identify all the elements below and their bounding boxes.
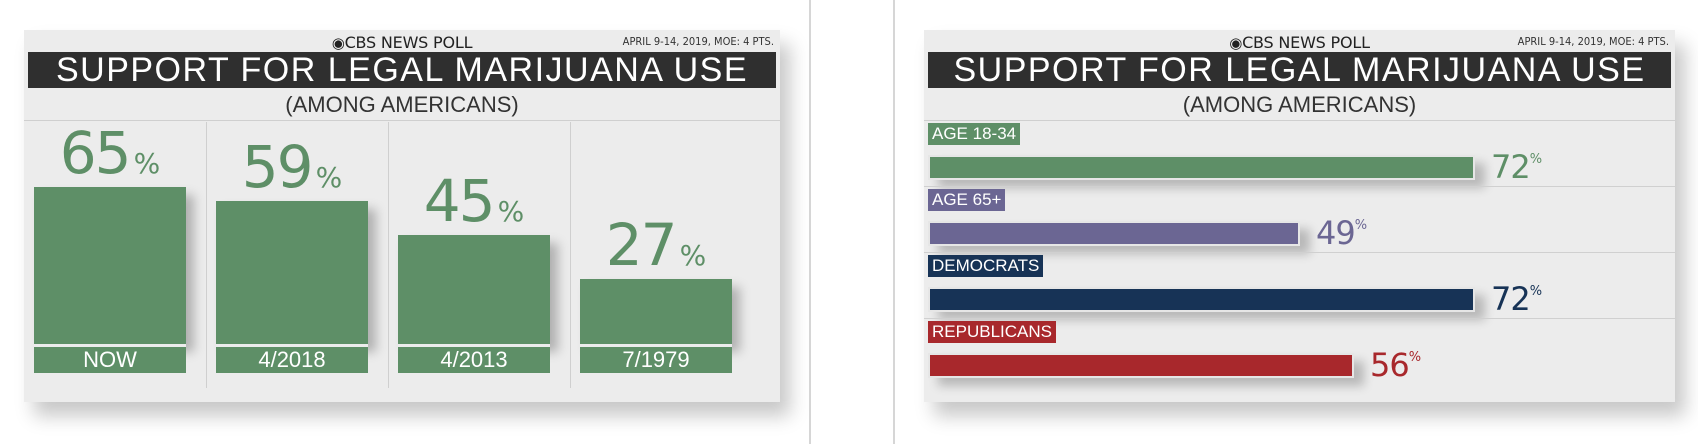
poll-dateline: APRIL 9-14, 2019, MOE: 4 PTS. [622,35,774,48]
category-label-4-2018: 4/2018 [216,344,368,373]
category-tag-age-65: AGE 65+ [928,189,1006,211]
bar-democrats [928,287,1475,312]
column-separator [206,122,207,388]
value-number: 72 [1491,148,1531,186]
value-number: 72 [1491,280,1531,318]
brand-name: CBS NEWS POLL [344,33,473,52]
panel-divider-left [809,0,811,444]
value-number: 59 [241,133,314,201]
bar-4-2013 [398,235,550,344]
brand-logo: ◉CBS NEWS POLL [24,33,780,52]
row-separator [924,252,1675,253]
value-label-now: 65% [34,119,186,187]
category-tag-age-18-34: AGE 18-34 [928,123,1021,145]
chart-title: SUPPORT FOR LEGAL MARIJUANA USE [28,52,776,88]
value-label-7-1979: 27% [580,211,732,279]
percent-sign: % [1408,350,1422,365]
percent-sign: % [1529,152,1543,167]
brand-logo: ◉CBS NEWS POLL [924,33,1675,52]
category-tag-democrats: DEMOCRATS [928,255,1044,277]
brand-name: CBS NEWS POLL [1242,33,1370,52]
value-number: 56 [1370,346,1410,384]
column-chart-card: ◉CBS NEWS POLL APRIL 9-14, 2019, MOE: 4 … [24,30,780,402]
percent-sign: % [133,147,161,180]
chart-subtitle: (AMONG AMERICANS) [24,90,780,121]
value-label-4-2013: 45% [398,167,550,235]
value-label-republicans: 56% [1370,346,1421,384]
panel-divider-right [893,0,895,444]
chart-title: SUPPORT FOR LEGAL MARIJUANA USE [928,52,1671,88]
bar-age-65 [928,221,1300,246]
value-label-4-2018: 59% [216,133,368,201]
category-label-now: NOW [34,344,186,373]
category-label-4-2013: 4/2013 [398,344,550,373]
bar-now [34,187,186,344]
percent-sign: % [315,161,343,194]
bar-4-2018 [216,201,368,344]
column-separator [388,122,389,388]
row-separator [924,186,1675,187]
value-label-age-18-34: 72% [1491,148,1542,186]
value-label-age-65: 49% [1316,214,1367,252]
column-separator [570,122,571,388]
bar-republicans [928,353,1354,378]
category-tag-republicans: REPUBLICANS [928,321,1056,343]
cbs-eye-icon: ◉ [1229,34,1243,52]
percent-sign: % [1354,218,1368,233]
chart-header: ◉CBS NEWS POLL APRIL 9-14, 2019, MOE: 4 … [24,30,780,52]
bar-age-18-34 [928,155,1475,180]
value-label-democrats: 72% [1491,280,1542,318]
value-number: 49 [1316,214,1356,252]
value-number: 65 [59,119,132,187]
chart-header: ◉CBS NEWS POLL APRIL 9-14, 2019, MOE: 4 … [924,30,1675,52]
percent-sign: % [1529,284,1543,299]
value-number: 27 [605,211,678,279]
poll-dateline: APRIL 9-14, 2019, MOE: 4 PTS. [1517,35,1669,48]
chart-subtitle: (AMONG AMERICANS) [924,90,1675,121]
cbs-eye-icon: ◉ [331,34,345,52]
percent-sign: % [679,239,707,272]
percent-sign: % [497,195,525,228]
row-separator [924,318,1675,319]
value-number: 45 [423,167,496,235]
bar-chart-card: ◉CBS NEWS POLL APRIL 9-14, 2019, MOE: 4 … [924,30,1675,402]
category-label-7-1979: 7/1979 [580,344,732,373]
bar-7-1979 [580,279,732,344]
